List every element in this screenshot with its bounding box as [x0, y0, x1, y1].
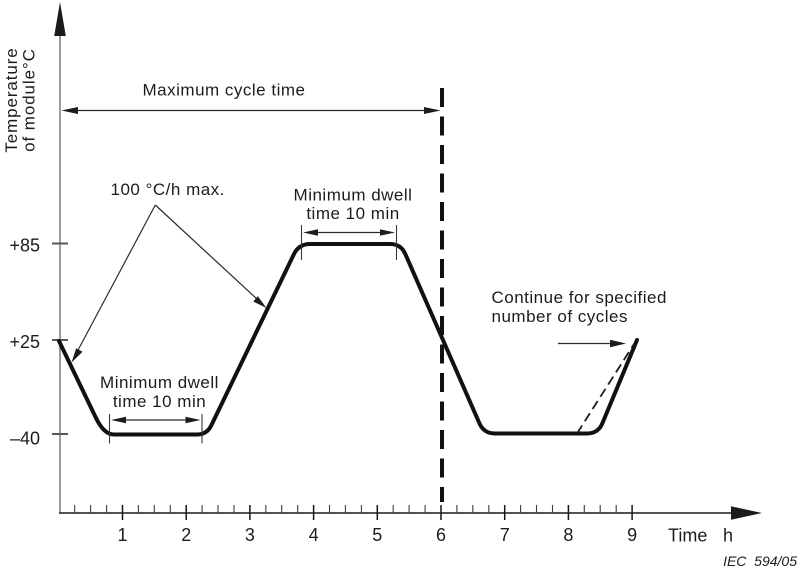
svg-text:+85: +85	[9, 236, 40, 256]
svg-text:3: 3	[245, 525, 255, 545]
svg-text:of module°C: of module°C	[20, 48, 39, 152]
svg-text:2: 2	[181, 525, 191, 545]
svg-text:4: 4	[309, 525, 319, 545]
svg-text:h: h	[723, 526, 733, 546]
svg-text:8: 8	[563, 525, 573, 545]
svg-text:1: 1	[117, 525, 127, 545]
svg-text:Minimum dwell: Minimum dwell	[100, 373, 219, 392]
svg-text:100 °C/h max.: 100 °C/h max.	[111, 180, 225, 199]
svg-text:Time: Time	[668, 526, 707, 546]
svg-text:time 10 min: time 10 min	[306, 204, 399, 223]
svg-text:number of cycles: number of cycles	[492, 307, 629, 326]
svg-text:time 10 min: time 10 min	[113, 392, 206, 411]
svg-text:5: 5	[372, 525, 382, 545]
svg-text:9: 9	[627, 525, 637, 545]
svg-text:–40: –40	[10, 429, 40, 449]
svg-text:Temperature: Temperature	[2, 47, 21, 152]
svg-text:7: 7	[500, 525, 510, 545]
svg-text:6: 6	[436, 525, 446, 545]
svg-text:+25: +25	[9, 332, 40, 352]
svg-text:Maximum cycle time: Maximum cycle time	[143, 81, 306, 100]
svg-text:Minimum dwell: Minimum dwell	[294, 186, 413, 205]
svg-text:IEC 594/05: IEC 594/05	[723, 553, 797, 569]
svg-text:Continue for specified: Continue for specified	[492, 288, 667, 307]
